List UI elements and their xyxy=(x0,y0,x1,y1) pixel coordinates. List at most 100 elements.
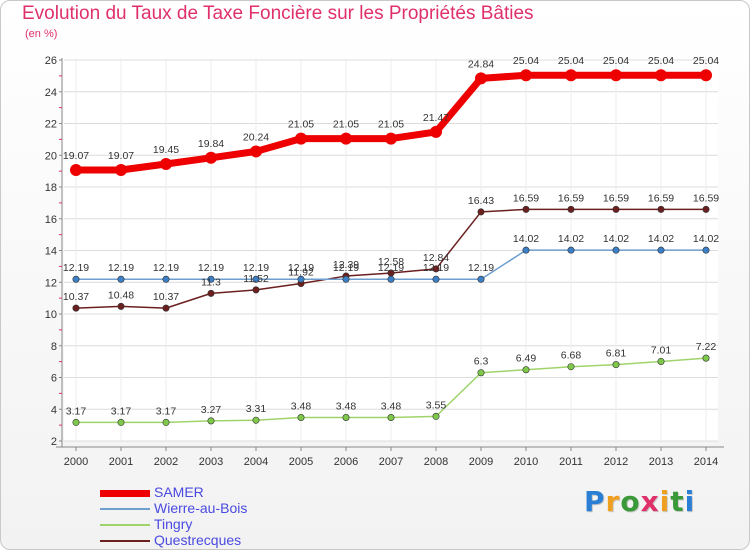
data-label: 25.04 xyxy=(603,55,629,67)
legend-label: Wierre-au-Bois xyxy=(154,500,248,516)
data-label: 16.59 xyxy=(558,192,584,204)
brand-letter: i xyxy=(659,485,671,518)
data-point xyxy=(430,125,442,138)
data-point xyxy=(477,208,485,216)
data-label: 3.27 xyxy=(201,404,222,416)
brand-letter: P xyxy=(584,485,606,518)
y-tick-label: 4 xyxy=(51,404,57,416)
brand-letter: x xyxy=(640,485,660,518)
data-point xyxy=(432,412,440,420)
x-tick-label: 2014 xyxy=(694,456,718,468)
y-tick-label: 20 xyxy=(45,150,57,162)
brand-letter: o xyxy=(620,485,641,518)
data-point xyxy=(250,145,262,158)
data-point xyxy=(522,205,530,213)
data-label: 6.81 xyxy=(606,348,627,360)
y-tick-label: 12 xyxy=(45,277,57,289)
data-point xyxy=(342,275,350,283)
data-label: 6.68 xyxy=(561,350,582,362)
data-point xyxy=(432,265,440,273)
data-point xyxy=(567,363,575,371)
data-point xyxy=(432,275,440,283)
data-point xyxy=(117,418,125,426)
y-tick-label: 26 xyxy=(45,55,57,67)
data-label: 12.19 xyxy=(468,262,494,274)
x-tick-label: 2001 xyxy=(109,456,133,468)
data-point xyxy=(297,275,305,283)
data-label: 12.19 xyxy=(108,262,134,274)
data-label: 21.05 xyxy=(378,119,404,131)
y-tick-label: 18 xyxy=(45,182,57,194)
data-point xyxy=(72,418,80,426)
data-label: 24.84 xyxy=(468,58,494,70)
x-tick-label: 2003 xyxy=(199,456,223,468)
data-point xyxy=(702,354,710,362)
brand-letter: i xyxy=(684,485,696,518)
data-point xyxy=(162,418,170,426)
y-tick-label: 14 xyxy=(45,246,57,258)
data-point xyxy=(702,205,710,213)
data-point xyxy=(477,369,485,377)
y-tick-label: 10 xyxy=(45,309,57,321)
data-label: 12.19 xyxy=(63,262,89,274)
data-label: 3.55 xyxy=(426,399,447,411)
chart-unit-label: (en %) xyxy=(25,28,58,40)
data-label: 7.22 xyxy=(696,341,717,353)
data-label: 25.04 xyxy=(558,55,584,67)
data-point xyxy=(387,275,395,283)
data-point xyxy=(520,69,532,82)
x-tick-label: 2011 xyxy=(559,456,583,468)
brand-letter: t xyxy=(670,485,685,518)
data-label: 14.02 xyxy=(603,233,629,245)
legend-label: SAMER xyxy=(154,484,204,500)
data-label: 20.24 xyxy=(243,131,269,143)
data-label: 10.37 xyxy=(153,291,179,303)
brand-letter: r xyxy=(605,485,621,518)
data-point xyxy=(252,416,260,424)
data-label: 14.02 xyxy=(513,233,539,245)
data-label: 11.52 xyxy=(243,273,269,285)
x-tick-label: 2000 xyxy=(64,456,88,468)
data-label: 12.19 xyxy=(333,262,359,274)
legend-swatch-tingry xyxy=(100,524,150,526)
data-point xyxy=(567,205,575,213)
legend-swatch-wierre-au-bois xyxy=(100,508,150,510)
data-point xyxy=(207,417,215,425)
data-label: 3.17 xyxy=(111,405,132,417)
data-label: 3.17 xyxy=(156,405,177,417)
data-point xyxy=(162,304,170,312)
data-label: 3.31 xyxy=(246,403,267,415)
y-tick-label: 8 xyxy=(51,341,57,353)
data-point xyxy=(117,302,125,310)
data-label: 11.3 xyxy=(201,276,221,288)
data-point xyxy=(295,132,307,145)
x-tick-label: 2007 xyxy=(379,456,403,468)
data-label: 3.17 xyxy=(66,405,87,417)
x-tick-label: 2004 xyxy=(244,456,268,468)
legend-swatch-samer xyxy=(100,489,150,497)
y-tick-label: 2 xyxy=(51,436,57,448)
data-point xyxy=(567,246,575,254)
data-point xyxy=(117,275,125,283)
data-point xyxy=(522,246,530,254)
data-point xyxy=(340,132,352,145)
data-label: 12.39 xyxy=(333,259,359,271)
data-label: 19.07 xyxy=(108,150,134,162)
data-point xyxy=(612,205,620,213)
data-point xyxy=(205,151,217,164)
data-label: 21.05 xyxy=(288,119,314,131)
data-label: 12.19 xyxy=(153,262,179,274)
legend-label: Tingry xyxy=(154,516,193,532)
data-label: 6.3 xyxy=(474,356,489,368)
x-tick-label: 2012 xyxy=(604,456,628,468)
data-point xyxy=(252,286,260,294)
data-point xyxy=(72,275,80,283)
data-label: 12.19 xyxy=(423,262,449,274)
data-point xyxy=(297,414,305,422)
legend-swatch-questrecques xyxy=(100,540,150,542)
legend-label: Questrecques xyxy=(154,532,242,548)
data-point xyxy=(700,69,712,82)
data-point xyxy=(385,132,397,145)
data-label: 21.05 xyxy=(333,119,359,131)
